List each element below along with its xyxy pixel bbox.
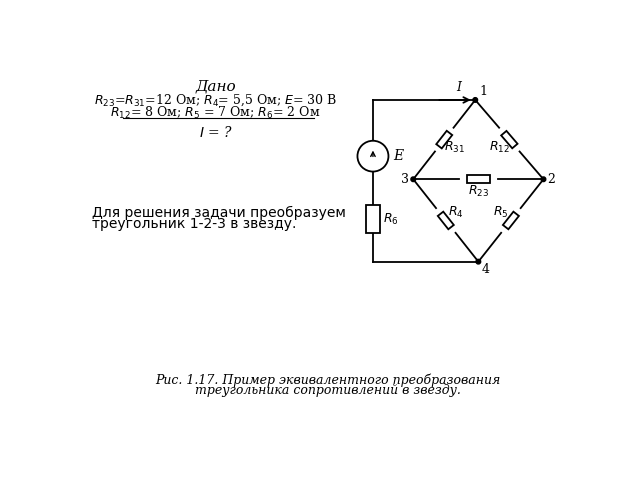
Bar [467, 175, 490, 183]
Text: E: E [393, 149, 403, 163]
Text: 1: 1 [479, 85, 487, 98]
Text: Рис. 1.17. Пример эквивалентного преобразования: Рис. 1.17. Пример эквивалентного преобра… [156, 373, 500, 387]
Text: I: I [456, 81, 461, 94]
Text: 3: 3 [401, 173, 408, 186]
Text: треугольника сопротивлений в звезду.: треугольника сопротивлений в звезду. [195, 384, 461, 397]
Bar [438, 212, 454, 229]
Text: Для решения задачи преобразуем: Для решения задачи преобразуем [92, 205, 346, 219]
Bar [366, 205, 380, 233]
Text: $R_{31}$: $R_{31}$ [444, 140, 465, 155]
Text: $R_6$: $R_6$ [383, 212, 399, 227]
Text: $R_{23}$=$R_{31}$=12 Ом; $R_4$= 5,5 Ом; $E$= 30 В: $R_{23}$=$R_{31}$=12 Ом; $R_4$= 5,5 Ом; … [94, 92, 337, 108]
Text: $R_5$: $R_5$ [493, 205, 509, 220]
Text: треугольник 1-2-3 в звезду.: треугольник 1-2-3 в звезду. [92, 217, 296, 231]
Circle shape [541, 177, 546, 181]
Text: 2: 2 [547, 173, 556, 186]
Text: $R_{23}$: $R_{23}$ [468, 184, 489, 199]
Text: $R_{12}$: $R_{12}$ [490, 140, 510, 155]
Circle shape [411, 177, 415, 181]
Bar [503, 212, 519, 229]
Circle shape [358, 141, 388, 171]
Text: $R_{12}$= 8 Ом; $R_5$ = 7 Ом; $R_6$= 2 Ом: $R_{12}$= 8 Ом; $R_5$ = 7 Ом; $R_6$= 2 О… [111, 105, 321, 121]
Text: 4: 4 [481, 263, 490, 276]
Circle shape [476, 259, 481, 264]
Text: $R_4$: $R_4$ [448, 205, 463, 220]
Bar [436, 131, 452, 148]
Text: Дано: Дано [195, 79, 236, 93]
Text: $I$ = ?: $I$ = ? [198, 125, 233, 140]
Circle shape [473, 97, 477, 102]
Bar [501, 131, 518, 148]
